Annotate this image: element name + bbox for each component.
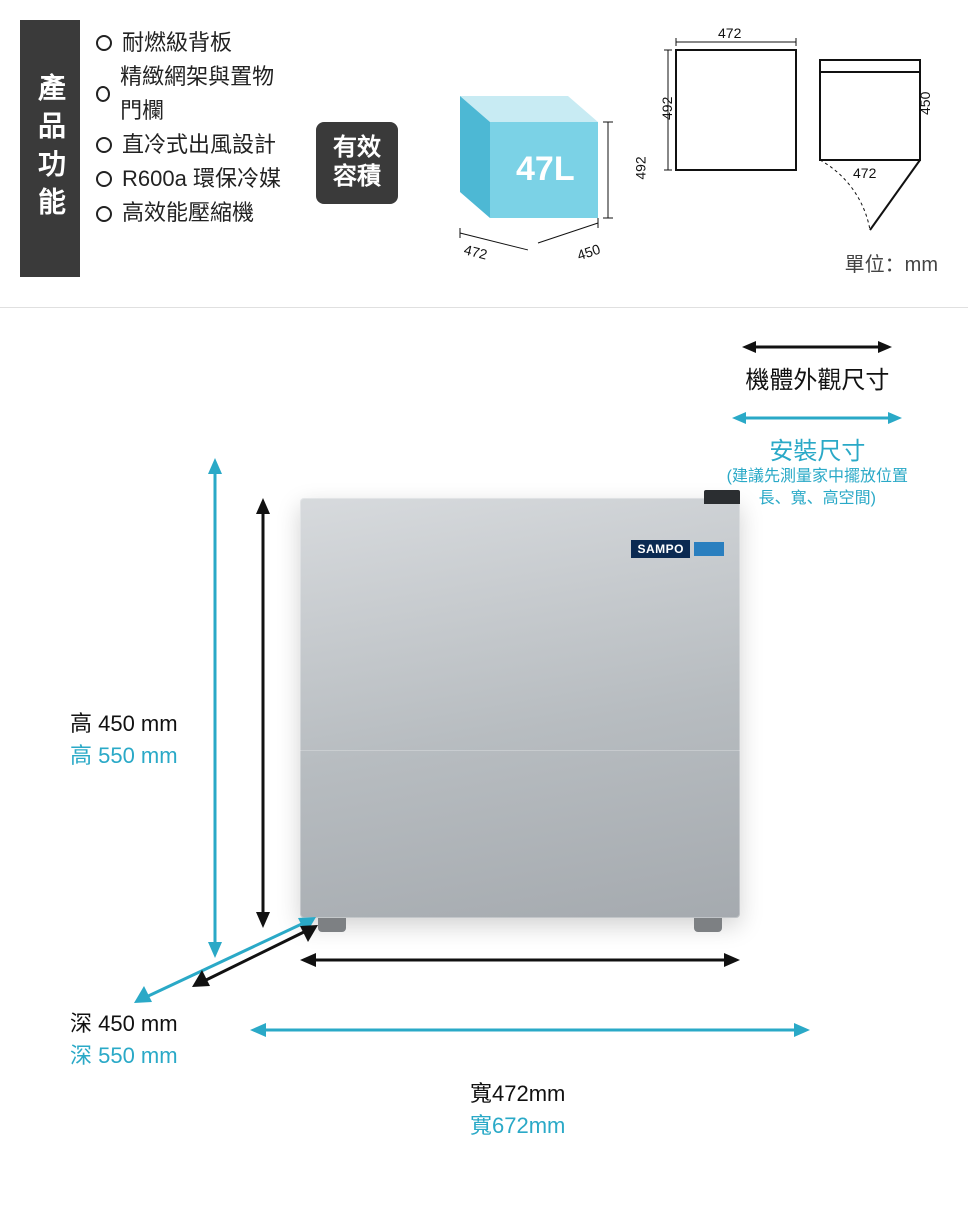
unit-label: 單位：mm — [658, 248, 938, 277]
legend-install-title: 安裝尺寸 — [769, 431, 865, 466]
dimensions-section: 機體外觀尺寸 安裝尺寸 (建議先測量家中擺放位置 長、寬、高空間) SAMPO — [0, 308, 968, 1228]
feature-item: R600a 環保冷媒 — [96, 162, 288, 196]
fridge-brand-badge: SAMPO — [631, 540, 724, 558]
svg-text:472: 472 — [718, 25, 742, 41]
feature-list: 耐燃級背板 精緻網架與置物門欄 直冷式出風設計 R600a 環保冷媒 高效能壓縮… — [90, 20, 288, 277]
section-title-badge: 產品功能 — [20, 20, 80, 277]
fridge-feet-icon — [318, 918, 722, 932]
width-install-label: 寬672mm — [470, 1108, 565, 1140]
fridge-image: SAMPO — [300, 498, 740, 918]
volume-badge-line1: 有效 — [333, 134, 381, 163]
brand-accent-icon — [694, 542, 724, 556]
plan-icon: 472 492 472 450 — [658, 20, 938, 240]
height-body-label: 高 450 mm — [70, 706, 178, 738]
double-arrow-black-icon — [742, 338, 892, 356]
cube-icon: 47L — [418, 68, 618, 258]
svg-text:492: 492 — [659, 96, 675, 120]
svg-text:472: 472 — [853, 165, 877, 181]
height-install-arrow-icon — [200, 458, 230, 958]
feature-item: 精緻網架與置物門欄 — [96, 60, 288, 128]
cube-value: 47L — [516, 150, 575, 188]
volume-badge-line2: 容積 — [333, 163, 381, 192]
volume-group: 有效 容積 47L — [316, 48, 618, 277]
double-arrow-teal-icon — [732, 409, 902, 427]
brand-text: SAMPO — [631, 540, 690, 558]
cube-diagram: 47L — [418, 68, 618, 258]
depth-install-label: 深 550 mm — [70, 1038, 178, 1070]
width-body-label: 寬472mm — [470, 1076, 565, 1108]
legend-body: 機體外觀尺寸 — [727, 338, 908, 395]
width-install-arrow-icon — [250, 1018, 810, 1042]
cube-height-label: 492 — [632, 156, 648, 179]
feature-item: 高效能壓縮機 — [96, 196, 288, 230]
fridge-handle-icon — [704, 490, 740, 504]
feature-item: 耐燃級背板 — [96, 26, 288, 60]
feature-item: 直冷式出風設計 — [96, 128, 288, 162]
page-root: 產品功能 耐燃級背板 精緻網架與置物門欄 直冷式出風設計 R600a 環保冷媒 … — [0, 0, 968, 1228]
features-section: 產品功能 耐燃級背板 精緻網架與置物門欄 直冷式出風設計 R600a 環保冷媒 … — [0, 0, 968, 308]
height-body-arrow-icon — [248, 498, 278, 928]
svg-text:450: 450 — [917, 91, 933, 115]
height-install-label: 高 550 mm — [70, 738, 178, 770]
volume-badge: 有效 容積 — [316, 122, 398, 204]
legend-body-title: 機體外觀尺寸 — [745, 360, 889, 395]
plan-view-diagram: 472 492 472 450 單位：mm — [658, 20, 938, 277]
width-body-arrow-icon — [300, 948, 740, 972]
product-area: SAMPO 高 450 mm 高 550 mm — [30, 478, 938, 1178]
depth-body-label: 深 450 mm — [70, 1006, 178, 1038]
